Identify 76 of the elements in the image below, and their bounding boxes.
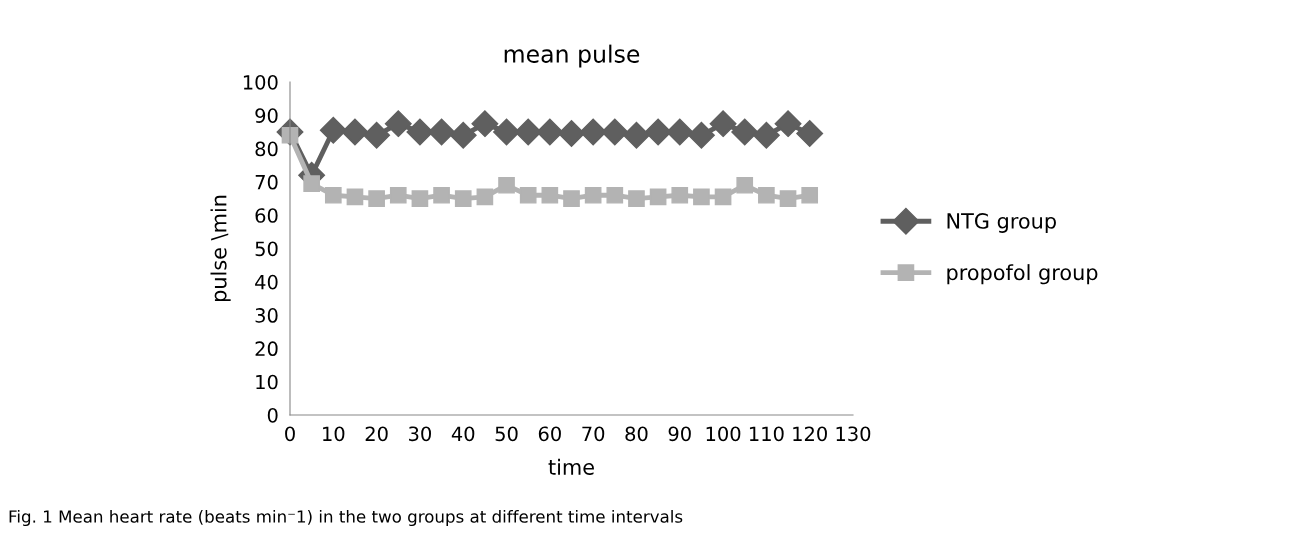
point (579, 118, 607, 146)
point (622, 121, 650, 149)
y-tick-label: 10 (256, 374, 278, 390)
point (752, 121, 780, 149)
x-tick-label: 10 (323, 426, 345, 442)
point (774, 110, 802, 138)
point (514, 118, 542, 146)
x-tick-label: 130 (836, 426, 871, 442)
point (324, 186, 342, 204)
x-tick-label: 20 (365, 426, 388, 442)
point (709, 110, 737, 138)
x-tick-label: 90 (668, 426, 691, 442)
point (368, 190, 385, 207)
y-tick-label: 100 (243, 74, 278, 90)
x-tick-label: 100 (706, 426, 741, 442)
point (687, 121, 715, 149)
x-tick-label: 50 (495, 426, 518, 442)
point (454, 190, 472, 207)
point (384, 110, 412, 138)
x-tick-label: 70 (582, 426, 605, 442)
y-tick-label: 50 (255, 241, 278, 257)
point (303, 175, 320, 192)
point (693, 188, 710, 206)
x-axis-title: time (548, 458, 594, 475)
legend-label: propofol group (947, 264, 1098, 285)
y-tick-label: 20 (255, 341, 278, 357)
x-tick-label: 80 (625, 426, 648, 442)
point (433, 186, 450, 204)
point (796, 120, 824, 148)
point (536, 118, 564, 146)
point (428, 118, 456, 146)
x-tick-label: 30 (409, 426, 431, 442)
point (498, 176, 515, 194)
y-tick-label: 40 (255, 274, 278, 290)
y-tick-label: 70 (255, 174, 278, 190)
y-tick-label: 60 (255, 208, 278, 223)
y-tick-label: 0 (267, 407, 278, 423)
point (449, 121, 477, 149)
x-tick-label: 40 (451, 426, 475, 442)
legend-label: NTG group (947, 213, 1056, 233)
chart-title: mean pulse (504, 44, 640, 68)
point (411, 190, 429, 207)
point (671, 186, 689, 204)
point (628, 190, 645, 207)
point (476, 188, 494, 206)
caption: Fig. 1 Mean heart rate (beats min⁻1) in the two groups at different time intervals (9, 509, 683, 527)
point (601, 118, 629, 146)
y-axis-title: pulse \min (210, 195, 231, 302)
point (319, 116, 347, 144)
point (541, 186, 559, 204)
point (649, 188, 667, 206)
x-tick-label: 60 (538, 426, 561, 442)
point (584, 186, 602, 204)
point (346, 188, 364, 206)
point (666, 118, 694, 146)
y-tick-label: 80 (255, 141, 278, 157)
point (801, 186, 819, 204)
point (363, 121, 391, 149)
point (644, 118, 672, 146)
point (558, 120, 585, 148)
x-tick-label: 0 (285, 426, 295, 442)
point (736, 176, 754, 194)
point (341, 118, 369, 146)
point (563, 190, 580, 207)
point (519, 186, 537, 204)
point (731, 118, 759, 146)
point (471, 110, 499, 138)
x-tick-label: 110 (749, 426, 784, 442)
y-tick-label: 30 (255, 308, 278, 323)
y-tick-label: 90 (255, 108, 278, 123)
point (779, 190, 797, 207)
point (389, 186, 407, 204)
point (606, 186, 624, 204)
point (758, 186, 775, 204)
point (714, 188, 732, 206)
x-tick-label: 120 (793, 426, 827, 442)
